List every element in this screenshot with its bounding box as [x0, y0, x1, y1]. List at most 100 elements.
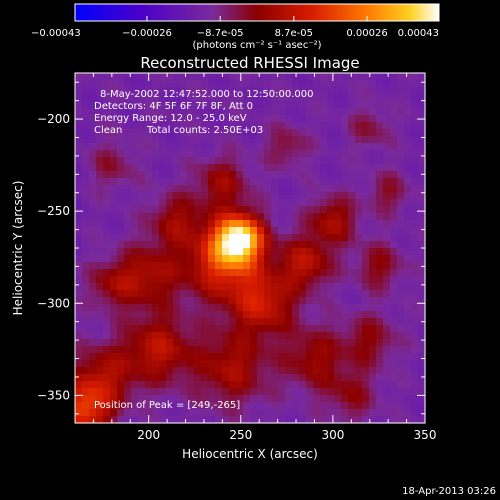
heatmap-cell: [278, 234, 286, 242]
heatmap-cell: [369, 402, 377, 410]
heatmap-cell: [390, 290, 398, 298]
heatmap-cell: [397, 248, 405, 256]
heatmap-cell: [250, 171, 258, 179]
heatmap-cell: [348, 339, 356, 347]
heatmap-cell: [103, 353, 111, 361]
heatmap-cell: [250, 206, 258, 214]
heatmap-cell: [334, 192, 342, 200]
heatmap-cell: [418, 241, 426, 249]
heatmap-cell: [96, 87, 104, 95]
heatmap-cell: [285, 346, 293, 354]
heatmap-cell: [229, 255, 237, 263]
heatmap-cell: [383, 143, 391, 151]
heatmap-cell: [124, 87, 132, 95]
heatmap-cell: [173, 143, 181, 151]
heatmap-cell: [397, 311, 405, 319]
heatmap-cell: [320, 416, 328, 424]
heatmap-cell: [334, 234, 342, 242]
heatmap-cell: [411, 318, 419, 326]
heatmap-cell: [383, 276, 391, 284]
heatmap-cell: [250, 374, 258, 382]
heatmap-cell: [103, 164, 111, 172]
heatmap-cell: [236, 178, 244, 186]
heatmap-cell: [103, 157, 111, 165]
heatmap-cell: [292, 402, 300, 410]
heatmap-cell: [341, 339, 349, 347]
heatmap-cell: [404, 122, 412, 130]
heatmap-cell: [110, 227, 118, 235]
heatmap-cell: [173, 255, 181, 263]
heatmap-cell: [299, 241, 307, 249]
heatmap-cell: [334, 416, 342, 424]
heatmap-cell: [236, 213, 244, 221]
heatmap-cell: [110, 150, 118, 158]
heatmap-cell: [355, 318, 363, 326]
heatmap-cell: [187, 353, 195, 361]
heatmap-cell: [222, 311, 230, 319]
heatmap-cell: [145, 409, 153, 417]
heatmap-cell: [264, 388, 272, 396]
heatmap-cell: [82, 409, 90, 417]
heatmap-cell: [236, 255, 244, 263]
heatmap-cell: [96, 367, 104, 375]
heatmap-cell: [159, 388, 167, 396]
heatmap-cell: [145, 108, 153, 116]
heatmap-cell: [215, 395, 223, 403]
heatmap-cell: [201, 388, 209, 396]
heatmap-cell: [145, 129, 153, 137]
heatmap-cell: [257, 353, 265, 361]
heatmap-cell: [334, 94, 342, 102]
heatmap-cell: [341, 136, 349, 144]
heatmap-cell: [152, 199, 160, 207]
heatmap-cell: [82, 262, 90, 270]
heatmap-cell: [383, 360, 391, 368]
heatmap-cell: [222, 248, 230, 256]
heatmap-cell: [152, 122, 160, 130]
heatmap-cell: [341, 332, 349, 340]
y-tick-label: −250: [37, 204, 70, 218]
heatmap-cell: [124, 94, 132, 102]
heatmap-cell: [376, 73, 384, 81]
heatmap-cell: [124, 311, 132, 319]
heatmap-cell: [194, 80, 202, 88]
heatmap-cell: [159, 192, 167, 200]
heatmap-cell: [208, 255, 216, 263]
heatmap-cell: [404, 87, 412, 95]
heatmap-cell: [138, 402, 146, 410]
heatmap-cell: [397, 171, 405, 179]
heatmap-cell: [145, 276, 153, 284]
heatmap-cell: [369, 255, 377, 263]
heatmap-cell: [390, 262, 398, 270]
heatmap-cell: [243, 185, 251, 193]
heatmap-cell: [145, 381, 153, 389]
heatmap-cell: [411, 220, 419, 228]
heatmap-cell: [278, 325, 286, 333]
heatmap-cell: [145, 297, 153, 305]
heatmap-cell: [411, 332, 419, 340]
heatmap-cell: [299, 80, 307, 88]
heatmap-cell: [166, 339, 174, 347]
heatmap-cell: [75, 220, 83, 228]
heatmap-cell: [236, 143, 244, 151]
heatmap-cell: [82, 332, 90, 340]
colorbar: [74, 3, 440, 22]
heatmap-cell: [145, 283, 153, 291]
heatmap-cell: [180, 304, 188, 312]
heatmap-cell: [82, 199, 90, 207]
heatmap-cell: [278, 311, 286, 319]
heatmap-cell: [208, 164, 216, 172]
heatmap-cell: [152, 157, 160, 165]
heatmap-cell: [376, 402, 384, 410]
heatmap-cell: [320, 388, 328, 396]
heatmap-cell: [278, 395, 286, 403]
heatmap-cell: [348, 248, 356, 256]
heatmap-cell: [243, 283, 251, 291]
heatmap-cell: [418, 346, 426, 354]
heatmap-cell: [313, 283, 321, 291]
heatmap-cell: [131, 185, 139, 193]
heatmap-cell: [89, 318, 97, 326]
heatmap-cell: [271, 304, 279, 312]
heatmap-cell: [187, 241, 195, 249]
heatmap-cell: [404, 388, 412, 396]
heatmap-cell: [334, 269, 342, 277]
